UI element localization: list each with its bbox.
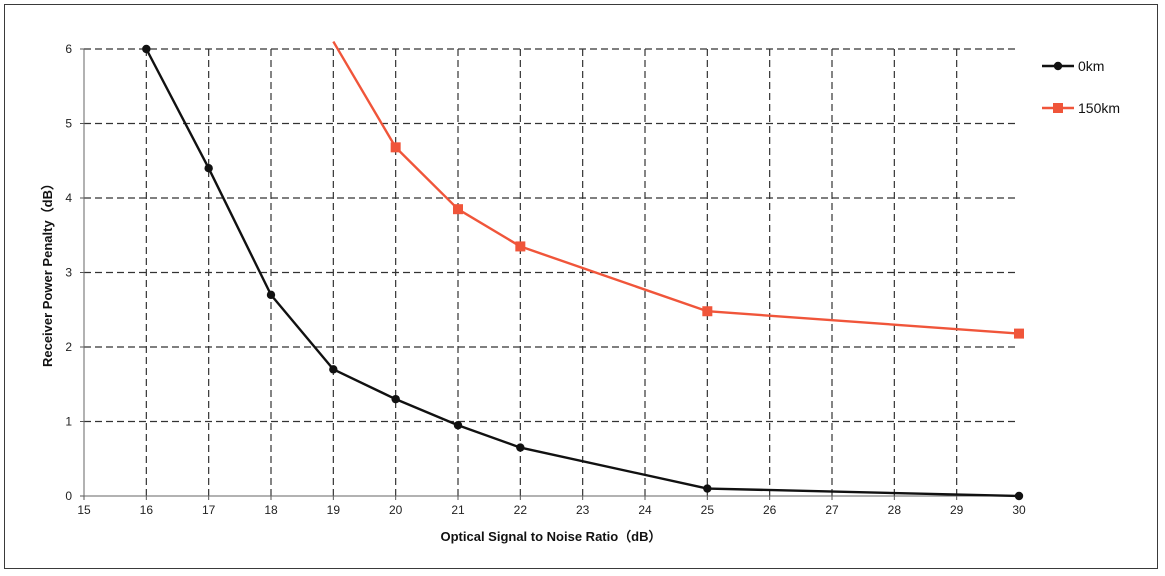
data-point: [329, 365, 338, 374]
data-point: [1014, 328, 1024, 339]
x-tick-label: 23: [576, 503, 590, 517]
legend-label: 150km: [1078, 100, 1120, 116]
x-tick-label: 25: [701, 503, 715, 517]
y-tick-label: 1: [65, 415, 72, 429]
axes: [80, 48, 1020, 500]
x-tick-label: 22: [514, 503, 528, 517]
x-tick-label: 26: [763, 503, 777, 517]
y-tick-labels: 0 1 2 3 4 5 6: [65, 42, 72, 503]
data-point: [142, 44, 151, 54]
series-0km: [142, 44, 1024, 501]
x-tick-label: 18: [264, 503, 278, 517]
x-tick-label: 16: [140, 503, 154, 517]
data-point: [266, 290, 276, 300]
data-point: [515, 241, 526, 252]
y-tick-label: 0: [65, 489, 72, 503]
x-tick-label: 24: [638, 503, 652, 517]
legend-marker: [1053, 103, 1063, 113]
legend: 0km 150km: [1042, 58, 1120, 116]
y-tick-label: 6: [65, 42, 72, 56]
data-point: [703, 484, 712, 493]
x-tick-labels: 15 16 17 18 19 20 21 22 23 24 25 26 27 28 29 30: [77, 503, 1026, 517]
y-tick-label: 2: [65, 340, 72, 354]
x-tick-label: 15: [77, 503, 91, 517]
x-tick-label: 19: [327, 503, 341, 517]
data-point: [516, 443, 525, 452]
series-group: [142, 40, 1024, 501]
x-tick-label: 28: [888, 503, 902, 517]
legend-item: 150km: [1042, 100, 1120, 116]
data-point: [391, 394, 400, 404]
data-point: [453, 204, 463, 215]
grid: [84, 48, 1019, 496]
series-line-150km: [332, 40, 1020, 335]
data-point: [204, 164, 213, 173]
data-point: [702, 306, 713, 317]
series-150km: [332, 40, 1024, 339]
x-tick-label: 27: [825, 503, 839, 517]
x-tick-label: 29: [950, 503, 964, 517]
x-tick-label: 30: [1012, 503, 1026, 517]
x-tick-label: 20: [389, 503, 403, 517]
x-axis-title: Optical Signal to Noise Ratio（dB）: [440, 529, 661, 544]
y-axis-title: Receiver Power Penalty（dB）: [40, 177, 55, 367]
x-tick-label: 21: [451, 503, 465, 517]
x-tick-label: 17: [202, 503, 216, 517]
data-point: [1014, 491, 1024, 501]
y-tick-label: 5: [65, 117, 72, 131]
y-tick-label: 3: [65, 266, 72, 280]
data-point: [390, 142, 401, 153]
legend-item: 0km: [1042, 58, 1104, 74]
legend-marker: [1053, 61, 1063, 71]
y-tick-label: 4: [65, 191, 72, 205]
legend-label: 0km: [1078, 58, 1104, 74]
data-point: [453, 421, 463, 430]
